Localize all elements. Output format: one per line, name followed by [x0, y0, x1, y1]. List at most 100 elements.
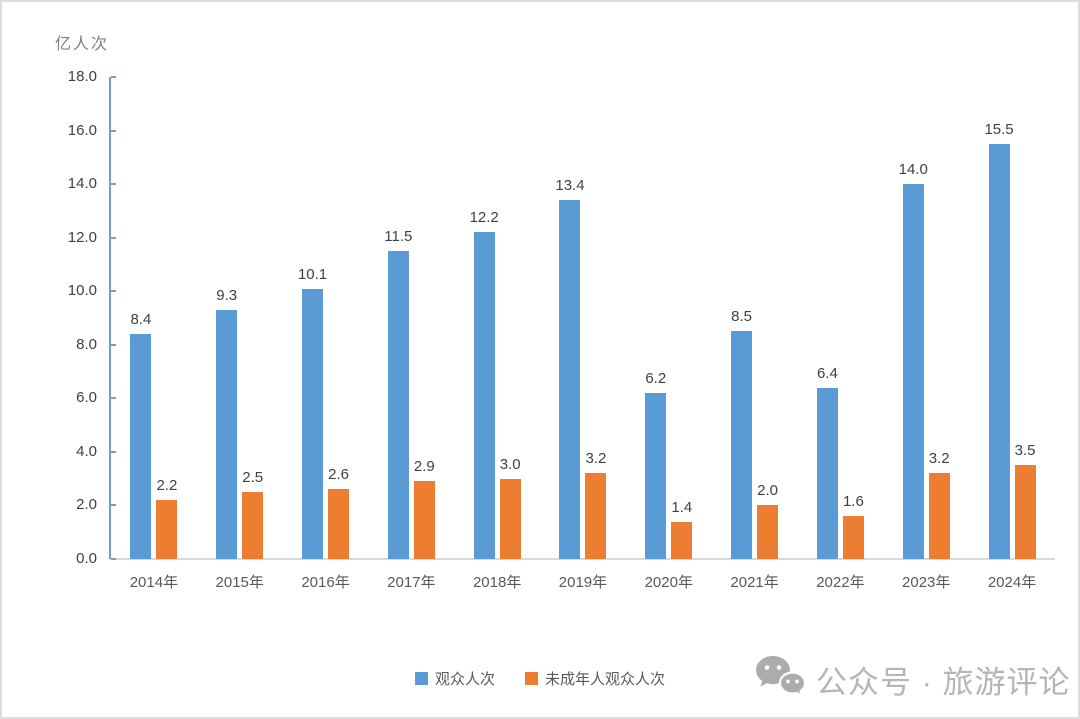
bar-with-label: 3.5	[1014, 442, 1036, 559]
x-axis-label: 2024年	[987, 574, 1037, 591]
bar-未成年人观众人次	[928, 473, 950, 559]
x-axis-label: 2023年	[902, 574, 951, 591]
legend-swatch-blue	[414, 672, 428, 685]
x-axis-label: 2022年	[816, 574, 865, 591]
bar-value-label: 13.4	[555, 177, 585, 195]
bar-观众人次	[902, 184, 924, 559]
y-tick-label: 2.0	[76, 496, 97, 514]
plot-area: 8.4 2.2 2014年 9.3 2.5 2015年 10.1 2.6 2016年 11.5 2.…	[68, 68, 1055, 592]
y-tick-mark	[111, 558, 116, 560]
bar-group: 13.4 3.2 2019年	[540, 77, 626, 591]
y-tick-label: 18.0	[67, 68, 97, 85]
y-tick-mark	[111, 236, 116, 239]
bar-value-label: 2.2	[156, 477, 178, 495]
bar-未成年人观众人次	[156, 500, 178, 559]
bar-group: 6.4 1.6 2022年	[798, 77, 884, 591]
bar-未成年人观众人次	[242, 492, 264, 559]
bar-with-label: 15.5	[984, 121, 1014, 559]
bar-with-label: 8.5	[731, 308, 753, 559]
y-tick-mark	[111, 290, 116, 293]
bar-with-label: 2.5	[242, 469, 264, 559]
bar-with-label: 1.6	[842, 493, 864, 559]
y-tick-label: 0.0	[76, 550, 97, 567]
legend-label: 未成年人观众人次	[545, 671, 666, 688]
bar-观众人次	[473, 232, 495, 559]
bar-value-label: 2.5	[242, 469, 264, 487]
y-tick-mark	[111, 183, 116, 186]
bar-with-label: 14.0	[899, 161, 928, 559]
wechat-icon	[754, 654, 807, 705]
y-tick-mark	[111, 343, 116, 346]
bar-with-label: 2.2	[156, 477, 178, 559]
bar-观众人次	[731, 331, 753, 559]
bar-with-label: 12.2	[470, 209, 499, 559]
bar-未成年人观众人次	[328, 489, 350, 559]
bar-value-label: 6.4	[816, 364, 838, 382]
bar-with-label: 1.4	[671, 498, 693, 559]
x-axis-label: 2016年	[301, 574, 350, 591]
bar-未成年人观众人次	[499, 478, 521, 559]
bar-with-label: 3.2	[585, 450, 607, 559]
bar-未成年人观众人次	[413, 481, 435, 559]
bar-with-label: 6.2	[645, 370, 667, 559]
bar-value-label: 6.2	[645, 370, 667, 387]
x-axis-label: 2018年	[472, 574, 522, 591]
bar-with-label: 9.3	[216, 287, 238, 559]
bar-观众人次	[130, 334, 152, 559]
bar-value-label: 10.1	[297, 265, 328, 283]
bar-观众人次	[387, 251, 409, 559]
bar-观众人次	[216, 310, 238, 559]
bar-with-label: 13.4	[555, 177, 585, 559]
bar-group: 8.4 2.2 2014年	[111, 77, 197, 591]
bar-group: 8.5 2.0 2021年	[712, 77, 798, 591]
bar-value-label: 11.5	[384, 228, 413, 246]
bar-未成年人观众人次	[671, 521, 693, 559]
bar-group: 14.0 3.2 2023年	[883, 77, 969, 591]
y-axis-unit-label: 亿人次	[55, 36, 110, 53]
bar-value-label: 3.0	[499, 455, 521, 473]
bar-value-label: 8.5	[731, 308, 753, 326]
y-tick-mark	[111, 129, 116, 132]
bar-with-label: 2.6	[328, 466, 350, 559]
x-axis-label: 2019年	[558, 574, 608, 591]
legend-item-minor-visitors: 未成年人观众人次	[525, 668, 665, 689]
bar-观众人次	[302, 288, 324, 559]
bar-group: 10.1 2.6 2016年	[283, 77, 369, 592]
bar-value-label: 1.4	[671, 498, 693, 516]
bar-未成年人观众人次	[585, 473, 607, 559]
bar-group: 9.3 2.5 2015年	[197, 77, 283, 591]
watermark: 公众号 · 旅游评论	[754, 650, 1071, 708]
legend-item-visitors: 观众人次	[414, 668, 495, 689]
legend-label: 观众人次	[434, 671, 495, 688]
bar-group: 12.2 3.0 2018年	[454, 77, 540, 591]
bar-value-label: 3.5	[1014, 442, 1036, 460]
y-tick-mark	[111, 450, 116, 453]
bar-group: 6.2 1.4 2020年	[626, 77, 712, 591]
y-tick-label: 10.0	[67, 282, 97, 300]
x-axis-label: 2017年	[387, 574, 436, 591]
bar-value-label: 3.2	[585, 450, 607, 468]
y-tick-mark	[111, 76, 116, 78]
bar-value-label: 2.9	[413, 458, 435, 476]
bar-group: 15.5 3.5 2024年	[969, 77, 1055, 591]
bar-value-label: 2.0	[757, 482, 779, 500]
bar-value-label: 15.5	[984, 120, 1014, 138]
bar-value-label: 14.0	[898, 161, 928, 179]
y-tick-label: 8.0	[76, 335, 97, 353]
watermark-text: 公众号 · 旅游评论	[816, 664, 1071, 700]
bar-未成年人观众人次	[842, 516, 864, 559]
bar-value-label: 9.3	[216, 287, 238, 304]
x-axis-label: 2014年	[129, 574, 179, 591]
bar-groups: 8.4 2.2 2014年 9.3 2.5 2015年 10.1 2.6 2016年 11.5 2.…	[111, 77, 1055, 592]
y-axis-line	[109, 77, 111, 559]
legend-swatch-orange	[525, 672, 538, 685]
chart-legend: 观众人次 未成年人观众人次	[2, 668, 1078, 689]
bar-value-label: 1.6	[842, 493, 864, 511]
bar-value-label: 8.4	[130, 311, 152, 329]
x-axis-label: 2020年	[644, 574, 693, 591]
bar-value-label: 12.2	[469, 209, 499, 227]
y-tick-label: 14.0	[67, 175, 97, 193]
bar-with-label: 11.5	[384, 228, 412, 559]
x-axis-label: 2021年	[730, 574, 779, 591]
